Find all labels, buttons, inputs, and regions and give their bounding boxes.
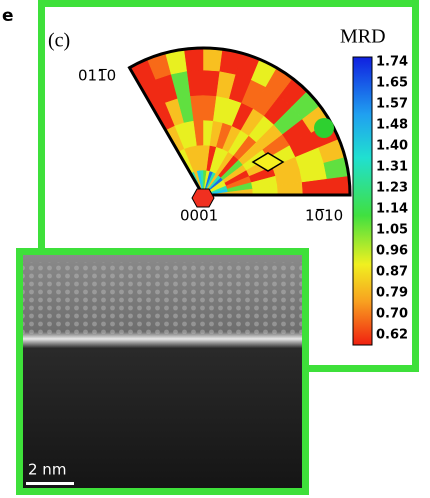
colorbar-tick-label: 1.65 [376, 76, 408, 91]
scale-bar [26, 482, 74, 485]
colorbar-tick-label: 1.40 [376, 139, 408, 154]
pole-label: 0001 [180, 207, 218, 225]
colorbar-tick-label: 0.70 [376, 307, 408, 322]
colorbar-title: MRD [340, 26, 386, 48]
pole-segment [202, 48, 223, 72]
colorbar-tick-label: 1.74 [376, 55, 408, 70]
pole-segment [183, 48, 204, 72]
marker-diamond [251, 152, 285, 172]
inset-label: (c) [48, 30, 70, 52]
colorbar-tick-label: 0.62 [376, 328, 408, 343]
pole-figure-outline [127, 46, 352, 197]
tem-lattice [23, 262, 302, 334]
colorbar-tick-label: 0.87 [376, 265, 408, 280]
colorbar-tick-label: 0.96 [376, 244, 408, 259]
pole-segment [219, 48, 243, 75]
colorbar-tick-label: 1.57 [376, 97, 408, 112]
colorbar [352, 56, 373, 346]
colorbar-tick-label: 1.48 [376, 118, 408, 133]
colorbar-tick-label: 1.31 [376, 160, 408, 175]
colorbar-tick-label: 1.14 [376, 202, 408, 217]
colorbar-tick-label: 0.79 [376, 286, 408, 301]
pole-label: 10̅10 [305, 207, 343, 225]
marker-circle [314, 118, 334, 138]
colorbar-tick-label: 1.23 [376, 181, 408, 196]
panel-label: e [2, 6, 14, 26]
colorbar-tick-label: 1.05 [376, 223, 408, 238]
scale-bar-label: 2 nm [28, 461, 66, 479]
pole-label: 011̅0 [78, 67, 116, 85]
marker-hexagon [191, 188, 215, 208]
